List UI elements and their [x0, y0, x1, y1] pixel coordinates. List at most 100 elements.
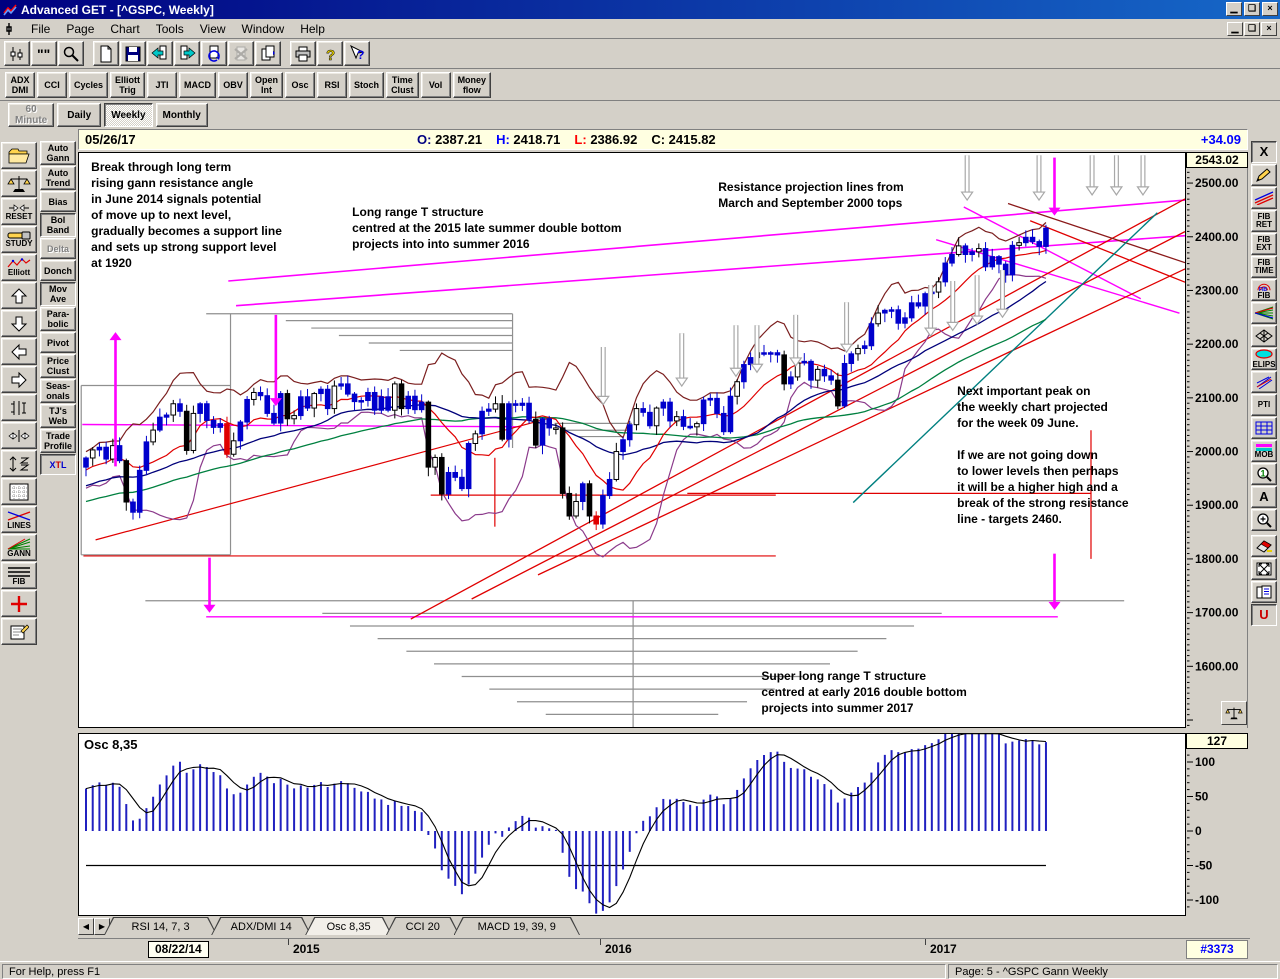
- study-button-macd[interactable]: MACD: [179, 71, 217, 98]
- study-button-time[interactable]: Time Clust: [386, 71, 419, 98]
- quote-button[interactable]: "": [31, 41, 57, 66]
- study-button-jti[interactable]: JTI: [147, 71, 178, 98]
- tab-rsi-14-7-3[interactable]: RSI 14, 7, 3: [104, 917, 217, 935]
- open-chart-button[interactable]: [1, 142, 37, 169]
- context-help-button[interactable]: ?: [344, 41, 370, 66]
- pencil-button[interactable]: [1251, 164, 1277, 186]
- study-tjs[interactable]: TJ's Web: [40, 404, 76, 428]
- reset-button[interactable]: RESET: [1, 198, 37, 225]
- trendlines-button[interactable]: [1251, 187, 1277, 209]
- study-seas[interactable]: Seas-onals: [40, 379, 76, 403]
- fib-arc-button[interactable]: FIB FIB: [1251, 279, 1277, 301]
- mob-button[interactable]: MOB: [1251, 440, 1277, 462]
- study-trade[interactable]: Trade Profile: [40, 429, 76, 453]
- chart-button[interactable]: [4, 41, 30, 66]
- next-page-button[interactable]: [174, 41, 200, 66]
- timeframe-weekly[interactable]: Weekly: [104, 103, 153, 127]
- find-symbol-button[interactable]: [58, 41, 84, 66]
- vertical-scale-button[interactable]: [1, 450, 37, 477]
- magnet-button[interactable]: U: [1251, 604, 1277, 626]
- grid-button[interactable]: [1, 478, 37, 505]
- fib-retracement-button[interactable]: FIB RET: [1251, 210, 1277, 232]
- fib-extension-button[interactable]: FIB EXT: [1251, 233, 1277, 255]
- save-page-button[interactable]: [120, 41, 146, 66]
- menu-page[interactable]: Page: [66, 21, 95, 36]
- gann-button[interactable]: GANN: [1, 534, 37, 561]
- bar-width-button[interactable]: [1, 394, 37, 421]
- bar-spacing-button[interactable]: [1, 422, 37, 449]
- zoom-in-button[interactable]: [1251, 509, 1277, 531]
- crosshair-button[interactable]: [1, 590, 37, 617]
- pitchfork-button[interactable]: [1251, 371, 1277, 393]
- notes-button[interactable]: [1, 618, 37, 645]
- regression-grid-button[interactable]: [1251, 417, 1277, 439]
- menu-tools[interactable]: Tools: [155, 21, 184, 36]
- about-button[interactable]: ?: [317, 41, 343, 66]
- study-button-rsi[interactable]: RSI: [317, 71, 348, 98]
- scroll-up-button[interactable]: [1, 282, 37, 309]
- copy-pages-button[interactable]: [1251, 581, 1277, 603]
- maximize-button[interactable]: ❏: [1244, 2, 1260, 16]
- study-button-open[interactable]: Open Int: [250, 71, 284, 98]
- menu-chart[interactable]: Chart: [110, 21, 140, 36]
- gann-fan-button[interactable]: [1251, 302, 1277, 324]
- study-button-osc[interactable]: Osc: [285, 71, 316, 98]
- study-button-cycles[interactable]: Cycles: [69, 71, 109, 98]
- study-button-vol[interactable]: Vol: [420, 71, 451, 98]
- text-tool-button[interactable]: A: [1251, 486, 1277, 508]
- chart-window-icon[interactable]: [3, 21, 19, 37]
- oscillator-panel[interactable]: Osc 8,35: [78, 733, 1186, 916]
- fib-button[interactable]: FIB: [1, 562, 37, 589]
- lines-button[interactable]: LINES: [1, 506, 37, 533]
- study-button-stoch[interactable]: Stoch: [349, 71, 385, 98]
- tab-macd-19-39-9[interactable]: MACD 19, 39, 9: [454, 917, 580, 935]
- tab-adx-dmi-14[interactable]: ADX/DMI 14: [211, 917, 311, 935]
- scroll-left-button[interactable]: [1, 338, 37, 365]
- ellipse-button[interactable]: ELIPS: [1251, 348, 1277, 370]
- menu-view[interactable]: View: [199, 21, 226, 36]
- study-bias[interactable]: Bias: [40, 191, 76, 212]
- study-button-obv[interactable]: OBV: [218, 71, 249, 98]
- study-xtl[interactable]: XTL: [40, 454, 76, 475]
- study-donch[interactable]: Donch: [40, 260, 76, 281]
- menu-file[interactable]: File: [31, 21, 51, 36]
- scale-settings-button[interactable]: [1221, 701, 1247, 725]
- menu-help[interactable]: Help: [300, 21, 325, 36]
- study-para[interactable]: Para-bolic: [40, 307, 76, 331]
- study-auto[interactable]: Auto Trend: [40, 166, 76, 190]
- refresh-page-button[interactable]: [201, 41, 227, 66]
- minimize-button[interactable]: ▁: [1226, 2, 1242, 16]
- tab-cci-20[interactable]: CCI 20: [386, 917, 460, 935]
- price-chart[interactable]: Break through long term rising gann resi…: [78, 152, 1186, 728]
- tab-osc-8-35[interactable]: Osc 8,35: [305, 917, 392, 935]
- expand-button[interactable]: [1251, 558, 1277, 580]
- study-pivot[interactable]: Pivot: [40, 332, 76, 353]
- scales-button[interactable]: [1, 170, 37, 197]
- study-bol[interactable]: Bol Band: [40, 213, 76, 237]
- child-restore-button[interactable]: ❏: [1244, 22, 1260, 36]
- print-button[interactable]: [290, 41, 316, 66]
- new-page-button[interactable]: [93, 41, 119, 66]
- study-button-adx[interactable]: ADX DMI: [5, 71, 35, 98]
- tab-scroll-left-button[interactable]: ◀: [78, 918, 94, 935]
- scroll-right-button[interactable]: [1, 366, 37, 393]
- study-price[interactable]: Price Clust: [40, 354, 76, 378]
- eraser-button[interactable]: [1251, 535, 1277, 557]
- pane-splitter[interactable]: [78, 729, 1186, 733]
- close-button[interactable]: ×: [1262, 2, 1278, 16]
- timeframe-monthly[interactable]: Monthly: [155, 103, 208, 127]
- study-mov[interactable]: Mov Ave: [40, 282, 76, 306]
- study-button-money[interactable]: Money flow: [452, 71, 492, 98]
- new-window-button[interactable]: [255, 41, 281, 66]
- research-button[interactable]: 1: [1251, 463, 1277, 485]
- elliott-button[interactable]: Elliott: [1, 254, 37, 281]
- fib-time-button[interactable]: FIB TIME: [1251, 256, 1277, 278]
- prev-page-button[interactable]: [147, 41, 173, 66]
- study-button-elliott[interactable]: Elliott Trig: [110, 71, 146, 98]
- gann-grid-button[interactable]: [1251, 325, 1277, 347]
- menu-window[interactable]: Window: [241, 21, 285, 36]
- study-button[interactable]: STUDY: [1, 226, 37, 253]
- pti-button[interactable]: PTI: [1251, 394, 1277, 416]
- study-auto[interactable]: Auto Gann: [40, 141, 76, 165]
- timeframe-daily[interactable]: Daily: [57, 103, 102, 127]
